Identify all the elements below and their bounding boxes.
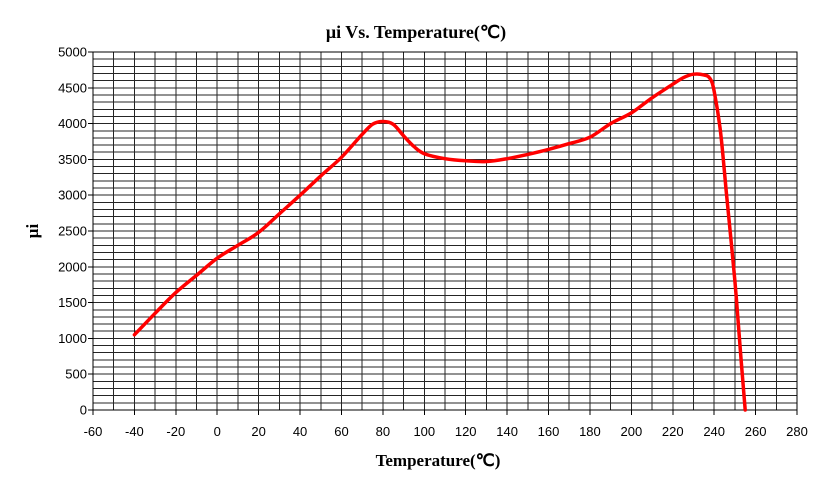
x-tick-label: 240	[703, 424, 725, 439]
x-tick-label: 180	[579, 424, 601, 439]
x-tick-label: -20	[166, 424, 185, 439]
x-tick-label: 100	[413, 424, 435, 439]
y-tick-label: 5000	[58, 45, 87, 60]
x-tick-label: -40	[125, 424, 144, 439]
series-line	[132, 72, 747, 412]
x-tick-labels: -60 -40 -20 0 20 40 60 80 100 120 140 160 180 200 220 2…	[84, 424, 808, 439]
x-tick-label: 200	[621, 424, 643, 439]
x-tick-label: 60	[334, 424, 348, 439]
plot-area-border	[92, 51, 798, 411]
x-tick-label: 120	[455, 424, 477, 439]
y-tick-label: 1000	[58, 331, 87, 346]
x-tick-label: 280	[786, 424, 808, 439]
y-tick-label: 3500	[58, 152, 87, 167]
x-tick-label: 20	[251, 424, 265, 439]
y-tick-label: 1500	[58, 295, 87, 310]
y-tick-label: 3000	[58, 188, 87, 203]
x-tick-label: 220	[662, 424, 684, 439]
x-axis-label: Temperature(℃)	[376, 451, 501, 470]
x-tick-label: 0	[214, 424, 221, 439]
x-tick-label: 80	[376, 424, 390, 439]
x-tick-label: 160	[538, 424, 560, 439]
major-grid	[88, 51, 798, 415]
y-tick-labels: 0 500 1000 1500 2000 2500 3000 3500 4000 4500 5000	[58, 45, 87, 418]
y-tick-label: 2000	[58, 259, 87, 274]
y-tick-label: 0	[80, 403, 87, 418]
y-tick-label: 4500	[58, 80, 87, 95]
chart-title: μi Vs. Temperature(℃)	[326, 22, 506, 43]
y-axis-label: μi	[23, 224, 42, 239]
x-tick-label: -60	[84, 424, 103, 439]
x-tick-label: 260	[745, 424, 767, 439]
minor-grid	[92, 51, 798, 411]
x-tick-label: 140	[496, 424, 518, 439]
y-tick-label: 4000	[58, 116, 87, 131]
y-tick-label: 2500	[58, 224, 87, 239]
x-tick-label: 40	[293, 424, 307, 439]
y-tick-label: 500	[65, 367, 87, 382]
